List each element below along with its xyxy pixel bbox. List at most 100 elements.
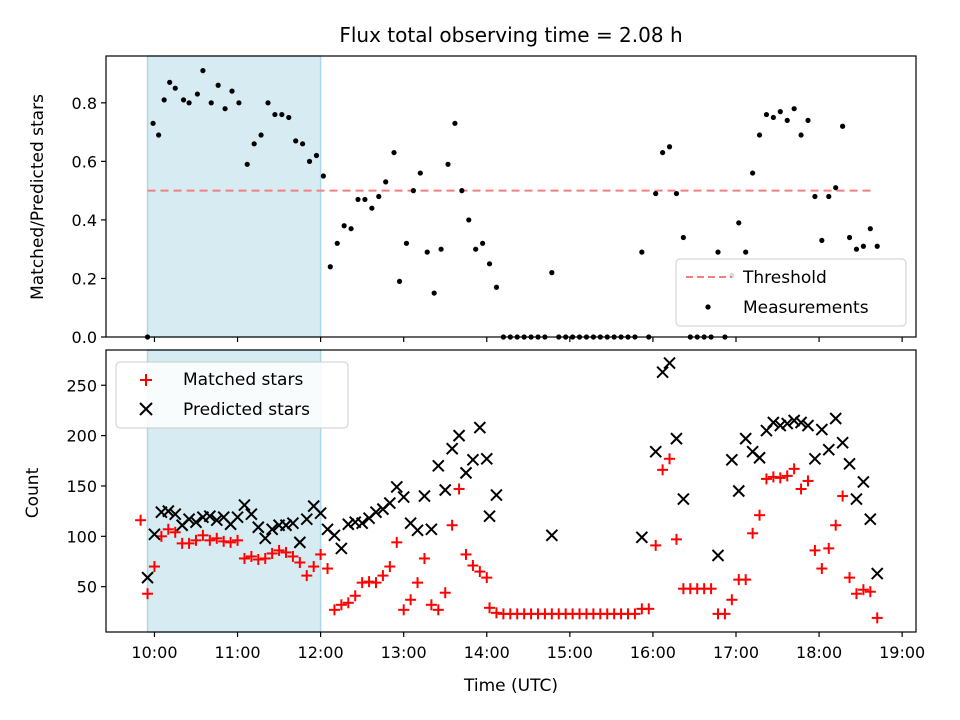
- measurement-point: [144, 334, 151, 340]
- matched-star-point: [377, 570, 389, 582]
- matched-star-point: [301, 570, 313, 582]
- matched-star-point: [705, 583, 717, 595]
- predicted-star-point: [836, 436, 849, 449]
- matched-star-point: [398, 604, 410, 616]
- matched-star-point: [384, 561, 396, 573]
- measurement-point: [846, 234, 853, 241]
- measurement-point: [222, 106, 228, 112]
- predicted-star-point: [781, 417, 794, 430]
- matched-star-point: [740, 574, 752, 586]
- measurement-point: [172, 85, 178, 91]
- bottom-legend-box: [115, 361, 349, 429]
- predicted-star-point: [829, 412, 842, 425]
- bottom-axes-frame: [105, 349, 917, 633]
- measurement-point: [424, 249, 430, 255]
- matched-star-point: [719, 608, 731, 620]
- matched-star-point: [252, 553, 264, 565]
- measurement-point: [590, 334, 596, 340]
- measurement-point: [840, 123, 846, 129]
- measurement-point: [327, 264, 333, 270]
- predicted-star-point: [794, 416, 808, 429]
- measurement-point: [763, 111, 770, 118]
- measurement-point: [258, 132, 264, 138]
- matched-star-point: [629, 608, 641, 620]
- predicted-star-point: [432, 459, 445, 473]
- measurement-point: [161, 97, 167, 103]
- matched-star-point: [259, 552, 271, 564]
- matched-star-point: [657, 464, 669, 476]
- matched-star-point: [474, 566, 486, 578]
- measurement-point: [362, 196, 368, 203]
- measurement-point: [208, 100, 214, 106]
- measurement-point: [653, 190, 659, 197]
- top-y-tick-label: 0.6: [72, 152, 97, 171]
- predicted-star-point: [725, 453, 739, 466]
- measurement-point: [306, 158, 313, 164]
- measurement-point: [167, 79, 173, 85]
- predicted-star-point: [843, 457, 856, 471]
- measurement-point: [251, 141, 257, 147]
- top-legend: Threshold Measurements: [675, 258, 907, 327]
- legend-predicted-marker: [139, 402, 153, 416]
- predicted-star-point: [753, 451, 766, 464]
- matched-star-point: [363, 576, 375, 588]
- predicted-star-point: [418, 489, 431, 503]
- predicted-star-point: [466, 453, 480, 466]
- matched-star-point: [342, 597, 354, 609]
- matched-star-point: [273, 544, 285, 556]
- matched-star-point: [287, 550, 299, 562]
- predicted-star-point: [203, 509, 217, 523]
- matched-star-point: [432, 604, 444, 616]
- predicted-star-point: [808, 452, 822, 465]
- bottom-y-tick-label: 250: [66, 376, 97, 395]
- top-x-axis: [153, 337, 903, 342]
- predicted-star-point: [480, 452, 493, 465]
- measurement-point: [632, 334, 638, 340]
- predicted-star-point: [231, 510, 244, 524]
- matched-star-point: [238, 552, 250, 564]
- predicted-star-point: [787, 414, 801, 427]
- bottom-x-tick-label: 13:00: [381, 643, 427, 662]
- measurement-point: [403, 240, 410, 246]
- measurement-point: [459, 188, 465, 194]
- predicted-star-point: [369, 505, 383, 519]
- matched-star-point: [183, 537, 195, 549]
- measurement-point: [867, 226, 873, 232]
- measurement-point: [701, 334, 707, 340]
- measurement-point: [244, 161, 250, 167]
- matched-star-point: [322, 563, 334, 575]
- measurement-point: [229, 88, 235, 94]
- matched-star-point: [830, 519, 842, 531]
- matched-star-point: [218, 535, 230, 547]
- matched-star-point: [315, 548, 327, 560]
- matched-star-point: [871, 612, 883, 624]
- predicted-star-point: [390, 480, 403, 494]
- matched-star-point: [760, 473, 772, 485]
- measurement-point: [743, 249, 749, 255]
- measurement-point: [341, 223, 347, 229]
- top-y-tick-label: 0.0: [72, 328, 97, 347]
- x-axis-label: Time (UTC): [463, 676, 558, 696]
- top-legend-box: [675, 258, 907, 327]
- measurement-point: [528, 334, 534, 340]
- measurement-point: [180, 97, 187, 103]
- measurement-point: [156, 132, 162, 138]
- measurement-point: [625, 334, 631, 340]
- predicted-star-point: [732, 484, 745, 498]
- measurement-point: [874, 243, 880, 249]
- measurement-point: [445, 161, 451, 167]
- matched-star-point: [850, 588, 862, 600]
- measurement-point: [480, 240, 486, 246]
- matched-star-point: [245, 550, 257, 562]
- matched-star-point: [453, 483, 465, 495]
- predicted-star-point: [279, 519, 293, 532]
- measurement-point: [853, 246, 860, 252]
- matched-star-point: [266, 547, 278, 559]
- measurement-point: [826, 193, 832, 200]
- predicted-star-point: [815, 423, 829, 436]
- measurement-point: [486, 261, 493, 267]
- bottom-y-tick-label: 200: [66, 427, 97, 446]
- measurement-point: [563, 334, 569, 340]
- matched-star-point: [197, 529, 209, 541]
